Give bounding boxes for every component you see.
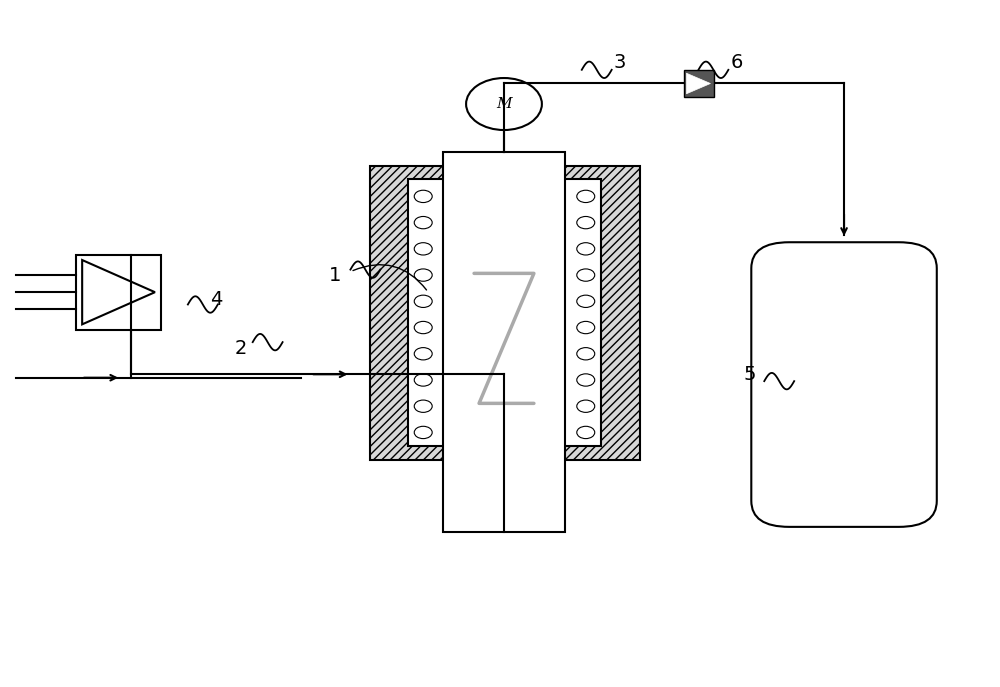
Text: M: M [496,97,512,111]
Text: 4: 4 [210,289,222,308]
Circle shape [577,400,595,412]
Text: 1: 1 [329,266,342,284]
Text: 5: 5 [743,365,756,384]
Bar [684,70,714,97]
Circle shape [577,269,595,281]
FancyBboxPatch shape [751,243,937,527]
Circle shape [577,243,595,255]
Circle shape [414,243,432,255]
Text: 6: 6 [730,54,743,72]
Circle shape [577,216,595,229]
Circle shape [577,322,595,334]
Circle shape [577,348,595,360]
Circle shape [414,374,432,386]
Bar [76,255,161,330]
Circle shape [414,295,432,308]
Circle shape [414,190,432,203]
Circle shape [577,374,595,386]
Circle shape [577,427,595,438]
Circle shape [414,400,432,412]
Circle shape [577,295,595,308]
Bar [443,152,565,532]
Circle shape [466,78,542,130]
Circle shape [414,322,432,334]
Text: 3: 3 [613,54,626,72]
Bar [408,179,601,446]
Circle shape [414,269,432,281]
Bar [370,166,640,460]
Text: 2: 2 [235,339,247,359]
Polygon shape [686,74,710,93]
Circle shape [414,216,432,229]
Circle shape [414,427,432,438]
Circle shape [414,348,432,360]
Polygon shape [82,260,155,324]
Circle shape [577,190,595,203]
